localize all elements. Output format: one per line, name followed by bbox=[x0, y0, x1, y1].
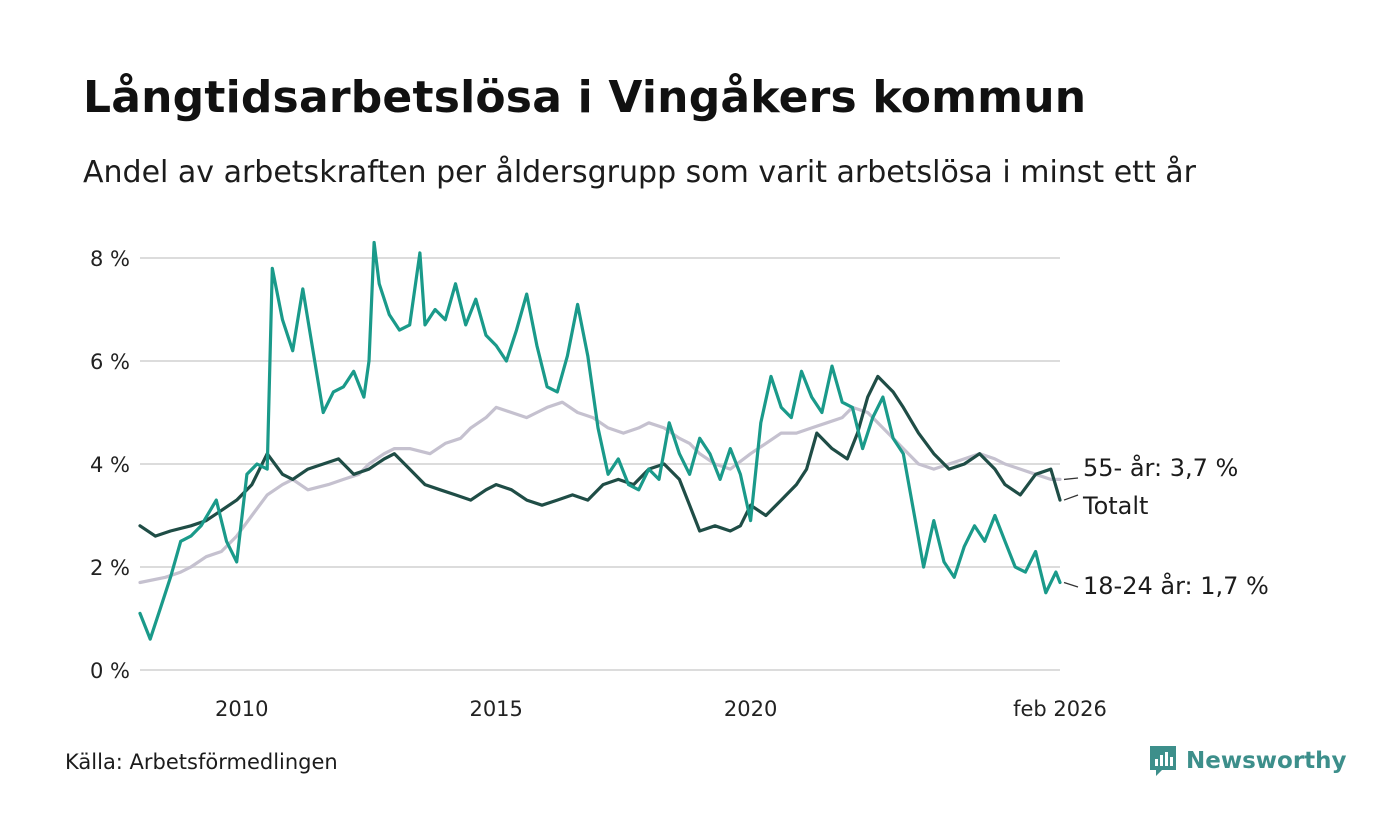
label-leader-line bbox=[1063, 581, 1079, 588]
series-line-totalt bbox=[138, 374, 1062, 538]
label-leader-line bbox=[1063, 494, 1079, 501]
x-tick-label: 2010 bbox=[215, 697, 268, 721]
x-tick-label: 2015 bbox=[469, 697, 522, 721]
chart-title: Långtidsarbetslösa i Vingåkers kommun bbox=[83, 72, 1087, 123]
end-labels: 55- år: 3,7 % Totalt 18-24 år: 1,7 % bbox=[1063, 453, 1269, 600]
y-axis: 0 % 2 % 4 % 6 % 8 % bbox=[90, 247, 130, 683]
y-tick-label: 6 % bbox=[90, 350, 130, 374]
series-end-label: 18-24 år: 1,7 % bbox=[1083, 571, 1269, 600]
label-leader-line bbox=[1063, 477, 1079, 481]
brand-logo: Newsworthy bbox=[1148, 744, 1347, 778]
newsworthy-logo-icon bbox=[1150, 746, 1176, 776]
y-tick-label: 2 % bbox=[90, 556, 130, 580]
series-end-label: Totalt bbox=[1082, 492, 1148, 520]
series-lines bbox=[138, 240, 1062, 641]
series-end-label: 55- år: 3,7 % bbox=[1083, 453, 1238, 482]
chart-subtitle: Andel av arbetskraften per åldersgrupp s… bbox=[83, 155, 1196, 190]
series-line-55-r bbox=[138, 400, 1062, 585]
brand-name: Newsworthy bbox=[1186, 748, 1347, 774]
x-axis: 2010 2015 2020 feb 2026 bbox=[215, 697, 1107, 721]
source-note: Källa: Arbetsförmedlingen bbox=[65, 750, 338, 774]
y-tick-label: 8 % bbox=[90, 247, 130, 271]
x-tick-label: 2020 bbox=[724, 697, 777, 721]
x-tick-label: feb 2026 bbox=[1013, 697, 1107, 721]
series-line-18-24-r bbox=[138, 240, 1062, 641]
y-tick-label: 4 % bbox=[90, 453, 130, 477]
y-tick-label: 0 % bbox=[90, 659, 130, 683]
